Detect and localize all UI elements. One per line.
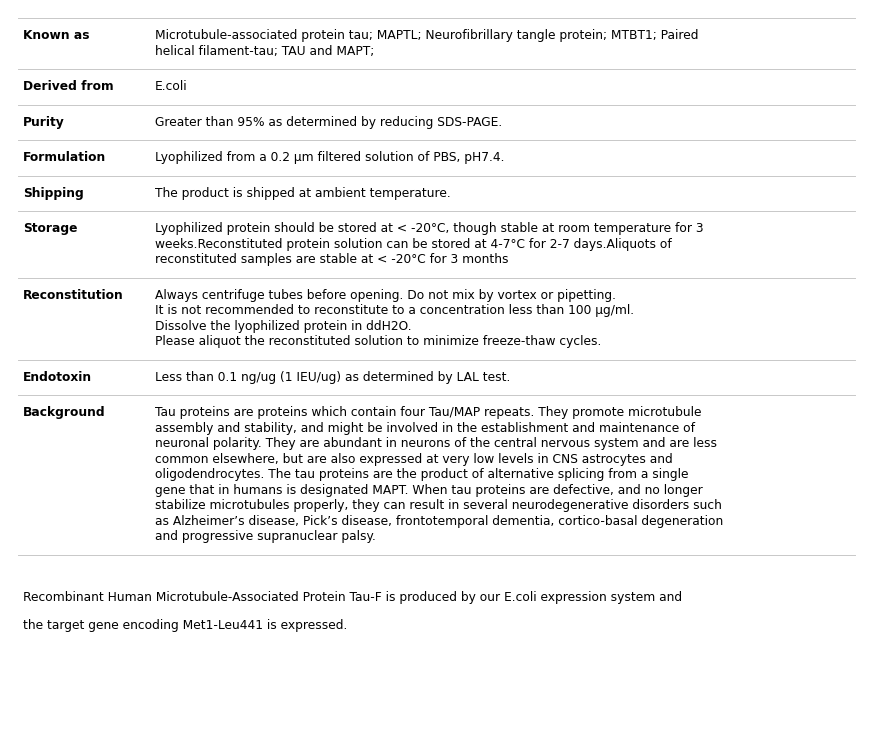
Text: Storage: Storage [23,222,77,235]
Text: helical filament-tau; TAU and MAPT;: helical filament-tau; TAU and MAPT; [155,45,374,58]
Text: Reconstitution: Reconstitution [23,288,123,302]
Text: Always centrifuge tubes before opening. Do not mix by vortex or pipetting.: Always centrifuge tubes before opening. … [155,288,615,302]
Text: Lyophilized from a 0.2 μm filtered solution of PBS, pH7.4.: Lyophilized from a 0.2 μm filtered solut… [155,151,504,164]
Text: Recombinant Human Microtubule-Associated Protein Tau-F is produced by our E.coli: Recombinant Human Microtubule-Associated… [23,591,681,604]
Text: The product is shipped at ambient temperature.: The product is shipped at ambient temper… [155,187,450,200]
Text: gene that in humans is designated MAPT. When tau proteins are defective, and no : gene that in humans is designated MAPT. … [155,484,702,497]
Text: Greater than 95% as determined by reducing SDS-PAGE.: Greater than 95% as determined by reduci… [155,115,501,129]
Text: stabilize microtubules properly, they can result in several neurodegenerative di: stabilize microtubules properly, they ca… [155,499,721,512]
Text: E.coli: E.coli [155,80,188,93]
Text: Derived from: Derived from [23,80,114,93]
Text: Purity: Purity [23,115,64,129]
Text: Shipping: Shipping [23,187,83,200]
Text: It is not recommended to reconstitute to a concentration less than 100 μg/ml.: It is not recommended to reconstitute to… [155,304,634,317]
Text: and progressive supranuclear palsy.: and progressive supranuclear palsy. [155,530,375,543]
Text: oligodendrocytes. The tau proteins are the product of alternative splicing from : oligodendrocytes. The tau proteins are t… [155,468,687,481]
Text: Less than 0.1 ng/ug (1 IEU/ug) as determined by LAL test.: Less than 0.1 ng/ug (1 IEU/ug) as determ… [155,371,510,383]
Text: assembly and stability, and might be involved in the establishment and maintenan: assembly and stability, and might be inv… [155,422,694,434]
Text: as Alzheimer’s disease, Pick’s disease, frontotemporal dementia, cortico-basal d: as Alzheimer’s disease, Pick’s disease, … [155,515,722,527]
Text: reconstituted samples are stable at < -20°C for 3 months: reconstituted samples are stable at < -2… [155,253,507,266]
Text: Lyophilized protein should be stored at < -20°C, though stable at room temperatu: Lyophilized protein should be stored at … [155,222,703,235]
Text: Please aliquot the reconstituted solution to minimize freeze-thaw cycles.: Please aliquot the reconstituted solutio… [155,335,600,348]
Text: Tau proteins are proteins which contain four Tau/MAP repeats. They promote micro: Tau proteins are proteins which contain … [155,406,700,419]
Text: Formulation: Formulation [23,151,106,164]
Text: Background: Background [23,406,105,419]
Text: Dissolve the lyophilized protein in ddH2O.: Dissolve the lyophilized protein in ddH2… [155,320,411,333]
Text: Known as: Known as [23,29,90,42]
Text: weeks.Reconstituted protein solution can be stored at 4-7°C for 2-7 days.Aliquot: weeks.Reconstituted protein solution can… [155,237,671,251]
Text: Microtubule-associated protein tau; MAPTL; Neurofibrillary tangle protein; MTBT1: Microtubule-associated protein tau; MAPT… [155,29,698,42]
Text: neuronal polarity. They are abundant in neurons of the central nervous system an: neuronal polarity. They are abundant in … [155,437,716,450]
Text: Endotoxin: Endotoxin [23,371,92,383]
Text: the target gene encoding Met1-Leu441 is expressed.: the target gene encoding Met1-Leu441 is … [23,619,347,631]
Text: common elsewhere, but are also expressed at very low levels in CNS astrocytes an: common elsewhere, but are also expressed… [155,452,672,466]
